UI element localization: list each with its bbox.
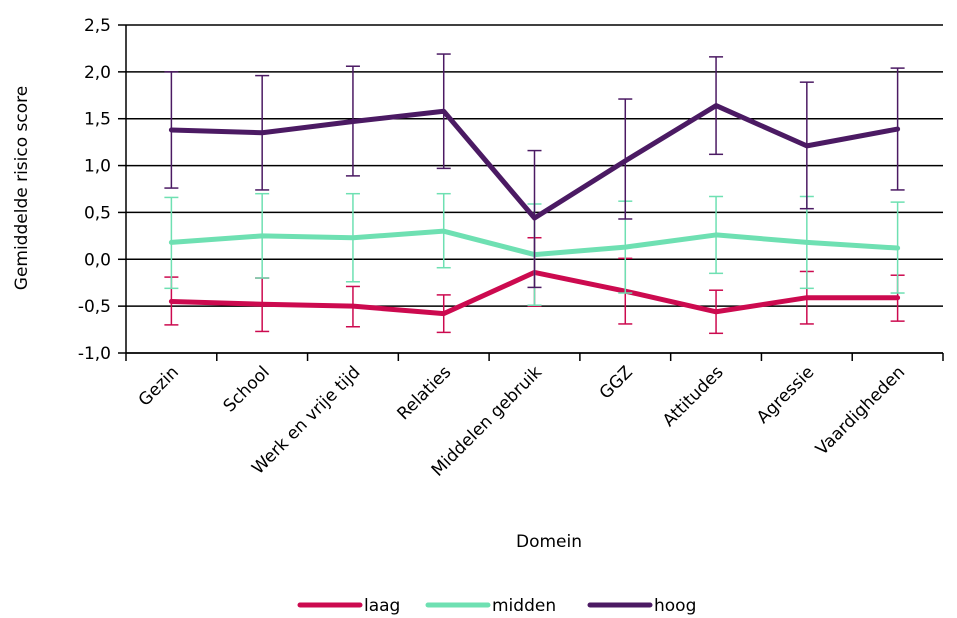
legend-item-laag: laag: [297, 596, 400, 616]
x-tick-label: Relaties: [393, 362, 455, 424]
y-tick-label: 0,5: [84, 203, 111, 223]
x-tick-label: Agressie: [753, 362, 818, 427]
series-hoog: [164, 53, 905, 289]
x-tick-label: School: [220, 362, 274, 416]
legend-item-hoog: hoog: [587, 596, 696, 616]
y-tick-label: -1,0: [78, 344, 111, 364]
legend-item-midden: midden: [425, 596, 556, 616]
series-line-hoog: [168, 103, 901, 221]
y-tick-label: 1,0: [84, 157, 111, 177]
y-tick-label: 2,0: [84, 63, 111, 83]
x-tick-label: GGZ: [596, 362, 637, 403]
y-tick-label: 1,5: [84, 110, 111, 130]
y-axis: -1,0 -0,5 0,0 0,5 1,0 1,5 2,0 2,5: [78, 16, 127, 364]
x-axis-title: Domein: [516, 532, 582, 552]
legend-label: laag: [364, 596, 400, 616]
y-axis-title: Gemiddelde risico score: [12, 86, 32, 290]
y-tick-label: -0,5: [78, 297, 111, 317]
series-layer: [164, 53, 905, 335]
y-tick-label: 0,0: [84, 250, 111, 270]
y-tick-label: 2,5: [84, 16, 111, 36]
x-tick-label: Gezin: [135, 362, 183, 410]
legend: laag midden hoog: [297, 596, 696, 616]
x-tick-label: Vaardigheden: [812, 362, 909, 459]
legend-label: midden: [492, 596, 556, 616]
legend-label: hoog: [654, 596, 696, 616]
x-tick-label: Attitudes: [659, 362, 728, 431]
